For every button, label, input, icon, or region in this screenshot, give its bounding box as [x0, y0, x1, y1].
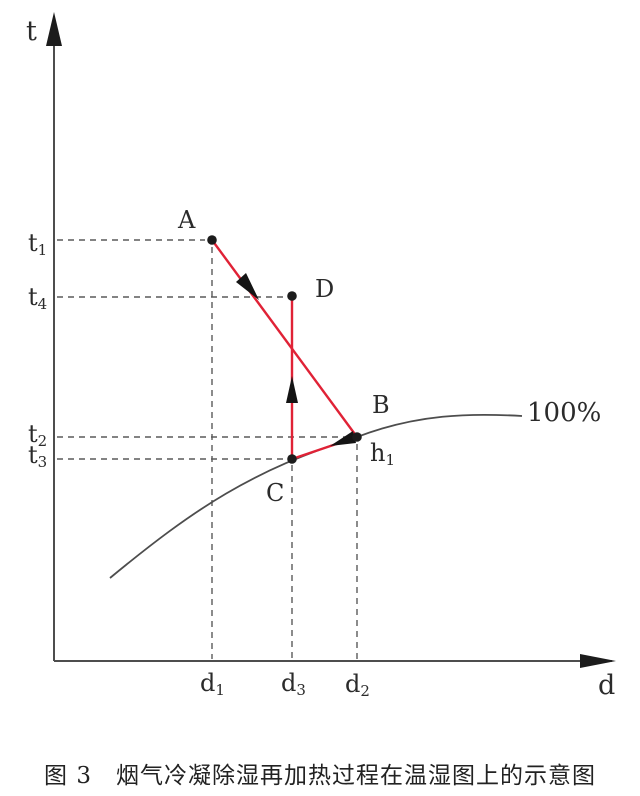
x-tick-d1: d1: [200, 669, 225, 699]
process-arrowheads: [236, 273, 356, 446]
axes: [46, 12, 616, 668]
psychrometric-diagram: t d t1 t4 t2 t3 d1 d3 d2 A B C D h1 100%: [26, 12, 616, 701]
process-line-a-b: [211, 239, 358, 438]
enthalpy-label-sub: 1: [385, 451, 395, 469]
x-axis-arrowhead-icon: [580, 654, 616, 668]
x-tick-d3-sub: 3: [296, 681, 306, 699]
y-tick-t4-sub: 4: [38, 295, 48, 313]
y-tick-t3-sub: 3: [38, 453, 48, 471]
arrow-b-to-c-icon: [330, 431, 356, 446]
point-b-dot: [352, 432, 362, 442]
x-tick-d2: d2: [345, 670, 370, 700]
point-c-label: C: [266, 479, 284, 507]
dashed-reference-lines: [57, 239, 358, 659]
y-axis-arrowhead-icon: [46, 12, 62, 46]
saturation-curve: [109, 413, 523, 579]
y-tick-t1-sub: 1: [38, 241, 48, 259]
saturation-curve-label: 100%: [527, 398, 601, 428]
y-axis-label: t: [26, 16, 37, 47]
x-tick-d2-base: d: [345, 670, 360, 698]
x-tick-d1-base: d: [200, 669, 215, 697]
y-tick-t2: t2: [28, 420, 47, 450]
y-tick-t1-base: t: [28, 229, 38, 257]
y-tick-t1: t1: [28, 229, 47, 259]
point-c-dot: [287, 454, 297, 464]
y-tick-t2-base: t: [28, 420, 38, 448]
y-tick-t2-sub: 2: [38, 432, 48, 450]
x-axis-label: d: [598, 670, 615, 701]
arrow-c-to-d-icon: [286, 376, 298, 403]
x-tick-d1-sub: 1: [215, 681, 225, 699]
point-d-label: D: [315, 275, 334, 303]
point-d-dot: [287, 291, 297, 301]
y-tick-t4-base: t: [28, 283, 38, 311]
y-tick-t4: t4: [28, 283, 47, 313]
x-tick-d3-base: d: [281, 669, 296, 697]
figure-caption: 图 3 烟气冷凝除湿再加热过程在温湿图上的示意图: [44, 763, 596, 789]
state-points: [207, 235, 362, 464]
arrow-a-to-b-icon: [236, 273, 259, 300]
process-lines: [211, 239, 358, 461]
point-a-label: A: [177, 206, 196, 234]
enthalpy-label-h1: h1: [370, 439, 395, 469]
y-tick-t3-base: t: [28, 441, 38, 469]
point-b-label: B: [372, 391, 390, 419]
x-tick-d3: d3: [281, 669, 306, 699]
y-tick-t3: t3: [28, 441, 47, 471]
enthalpy-label-base: h: [370, 439, 385, 467]
x-tick-d2-sub: 2: [360, 682, 370, 700]
point-a-dot: [207, 235, 217, 245]
